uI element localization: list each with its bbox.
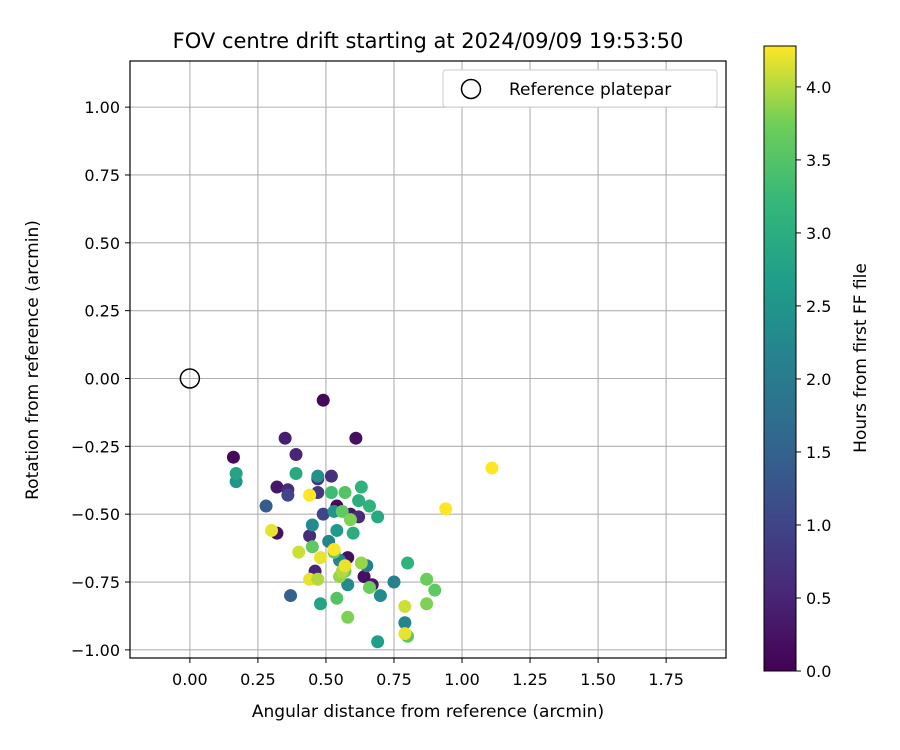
- x-tick-label: 1.00: [444, 670, 480, 689]
- scatter-point: [327, 542, 341, 556]
- plot-frame: [129, 60, 727, 659]
- y-tick-label: 0.00: [84, 369, 120, 388]
- scatter-point: [305, 518, 319, 532]
- scatter-point: [373, 589, 387, 603]
- reference-platepar-marker: [179, 368, 201, 389]
- grid-lines: [130, 61, 726, 658]
- scatter-point: [362, 580, 376, 594]
- legend-reference-marker: [460, 78, 482, 100]
- colorbar-tick-label: 0.5: [806, 589, 831, 608]
- scatter-point: [330, 591, 344, 605]
- y-tick-label: 1.00: [84, 98, 120, 117]
- scatter-point: [314, 597, 328, 611]
- x-tick-label: 1.25: [512, 670, 548, 689]
- scatter-point: [281, 488, 295, 502]
- scatter-point: [420, 597, 434, 611]
- colorbar-tick-label: 4.0: [806, 78, 831, 97]
- colorbar: 0.0 0.5 1.0 1.5 2.0 2.5 3.0 3.5 4.0 Hours from f…: [763, 45, 871, 681]
- y-tick-label: −1.00: [71, 641, 120, 660]
- scatter-point: [343, 513, 357, 527]
- legend-box: [442, 69, 718, 108]
- colorbar-gradient: [763, 45, 797, 672]
- scatter-point: [229, 466, 243, 480]
- scatter-point: [352, 494, 366, 508]
- scatter-point: [311, 572, 325, 586]
- scatter-point: [316, 393, 330, 407]
- scatter-point: [335, 504, 349, 518]
- colorbar-tick-label: 0.0: [806, 662, 831, 681]
- scatter-point: [398, 599, 412, 613]
- scatter-point: [330, 523, 344, 537]
- scatter-point: [349, 431, 363, 445]
- x-tick-label: 0.00: [172, 670, 208, 689]
- y-tick-label: −0.75: [71, 573, 120, 592]
- colorbar-tick-label: 3.5: [806, 151, 831, 170]
- y-tick-label: −0.25: [71, 437, 120, 456]
- x-tick-label: 0.50: [308, 670, 344, 689]
- chart-title: FOV centre drift starting at 2024/09/09 …: [173, 29, 684, 53]
- scatter-point: [398, 616, 412, 630]
- scatter-point: [270, 480, 284, 494]
- colorbar-tick-label: 2.0: [806, 370, 831, 389]
- scatter-point: [324, 485, 338, 499]
- scatter-point: [311, 469, 325, 483]
- scatter-point: [398, 627, 412, 641]
- x-tick-label: 0.25: [240, 670, 276, 689]
- scatter-point: [439, 502, 453, 516]
- scatter-point: [362, 499, 376, 513]
- scatter-point: [428, 583, 442, 597]
- scatter-point: [226, 450, 240, 464]
- scatter-point: [259, 499, 273, 513]
- scatter-point: [278, 431, 292, 445]
- legend-reference-label: Reference platepar: [509, 80, 671, 100]
- scatter-point: [420, 572, 434, 586]
- colorbar-tick-label: 3.0: [806, 224, 831, 243]
- colorbar-ticks: 0.0 0.5 1.0 1.5 2.0 2.5 3.0 3.5 4.0: [796, 78, 831, 681]
- scatter-point: [354, 480, 368, 494]
- scatter-point: [324, 469, 338, 483]
- scatter-point: [354, 556, 368, 570]
- scatter-point: [338, 559, 352, 573]
- scatter-point: [387, 575, 401, 589]
- y-tick-label: 0.50: [84, 234, 120, 253]
- scatter-point: [289, 466, 303, 480]
- scatter-point: [485, 461, 499, 475]
- scatter-point: [316, 507, 330, 521]
- y-axis-label: Rotation from reference (arcmin): [23, 220, 43, 500]
- reference-marker-layer: [179, 368, 201, 389]
- scatter-point: [289, 447, 303, 461]
- y-tick-label: 0.25: [84, 302, 120, 321]
- legend: Reference platepar: [442, 69, 718, 108]
- scatter-point: [303, 488, 317, 502]
- scatter-point: [341, 578, 355, 592]
- x-tick-label: 1.50: [580, 670, 616, 689]
- colorbar-tick-label: 2.5: [806, 297, 831, 316]
- scatter-point: [371, 635, 385, 649]
- scatter-point: [357, 570, 371, 584]
- scatter-point: [284, 589, 298, 603]
- x-tick-label: 1.75: [648, 670, 684, 689]
- data-points: [226, 393, 499, 649]
- scatter-point: [401, 556, 415, 570]
- scatter-point: [265, 523, 279, 537]
- x-axis-label: Angular distance from reference (arcmin): [252, 702, 604, 722]
- colorbar-tick-label: 1.0: [806, 516, 831, 535]
- colorbar-label: Hours from first FF file: [851, 263, 871, 453]
- scatter-point: [341, 610, 355, 624]
- colorbar-tick-label: 1.5: [806, 443, 831, 462]
- y-tick-label: −0.50: [71, 505, 120, 524]
- axis-ticks: 0.00 0.25 0.50 0.75 1.00 1.25 1.50 1.75 1.00 0.75…: [71, 98, 684, 689]
- x-tick-label: 0.75: [376, 670, 412, 689]
- scatter-point: [314, 551, 328, 565]
- y-tick-label: 0.75: [84, 166, 120, 185]
- scatter-point: [371, 510, 385, 524]
- scatter-point: [305, 540, 319, 554]
- scatter-point: [303, 529, 317, 543]
- scatter-point: [292, 545, 306, 559]
- scatter-point: [338, 485, 352, 499]
- scatter-point: [346, 526, 360, 540]
